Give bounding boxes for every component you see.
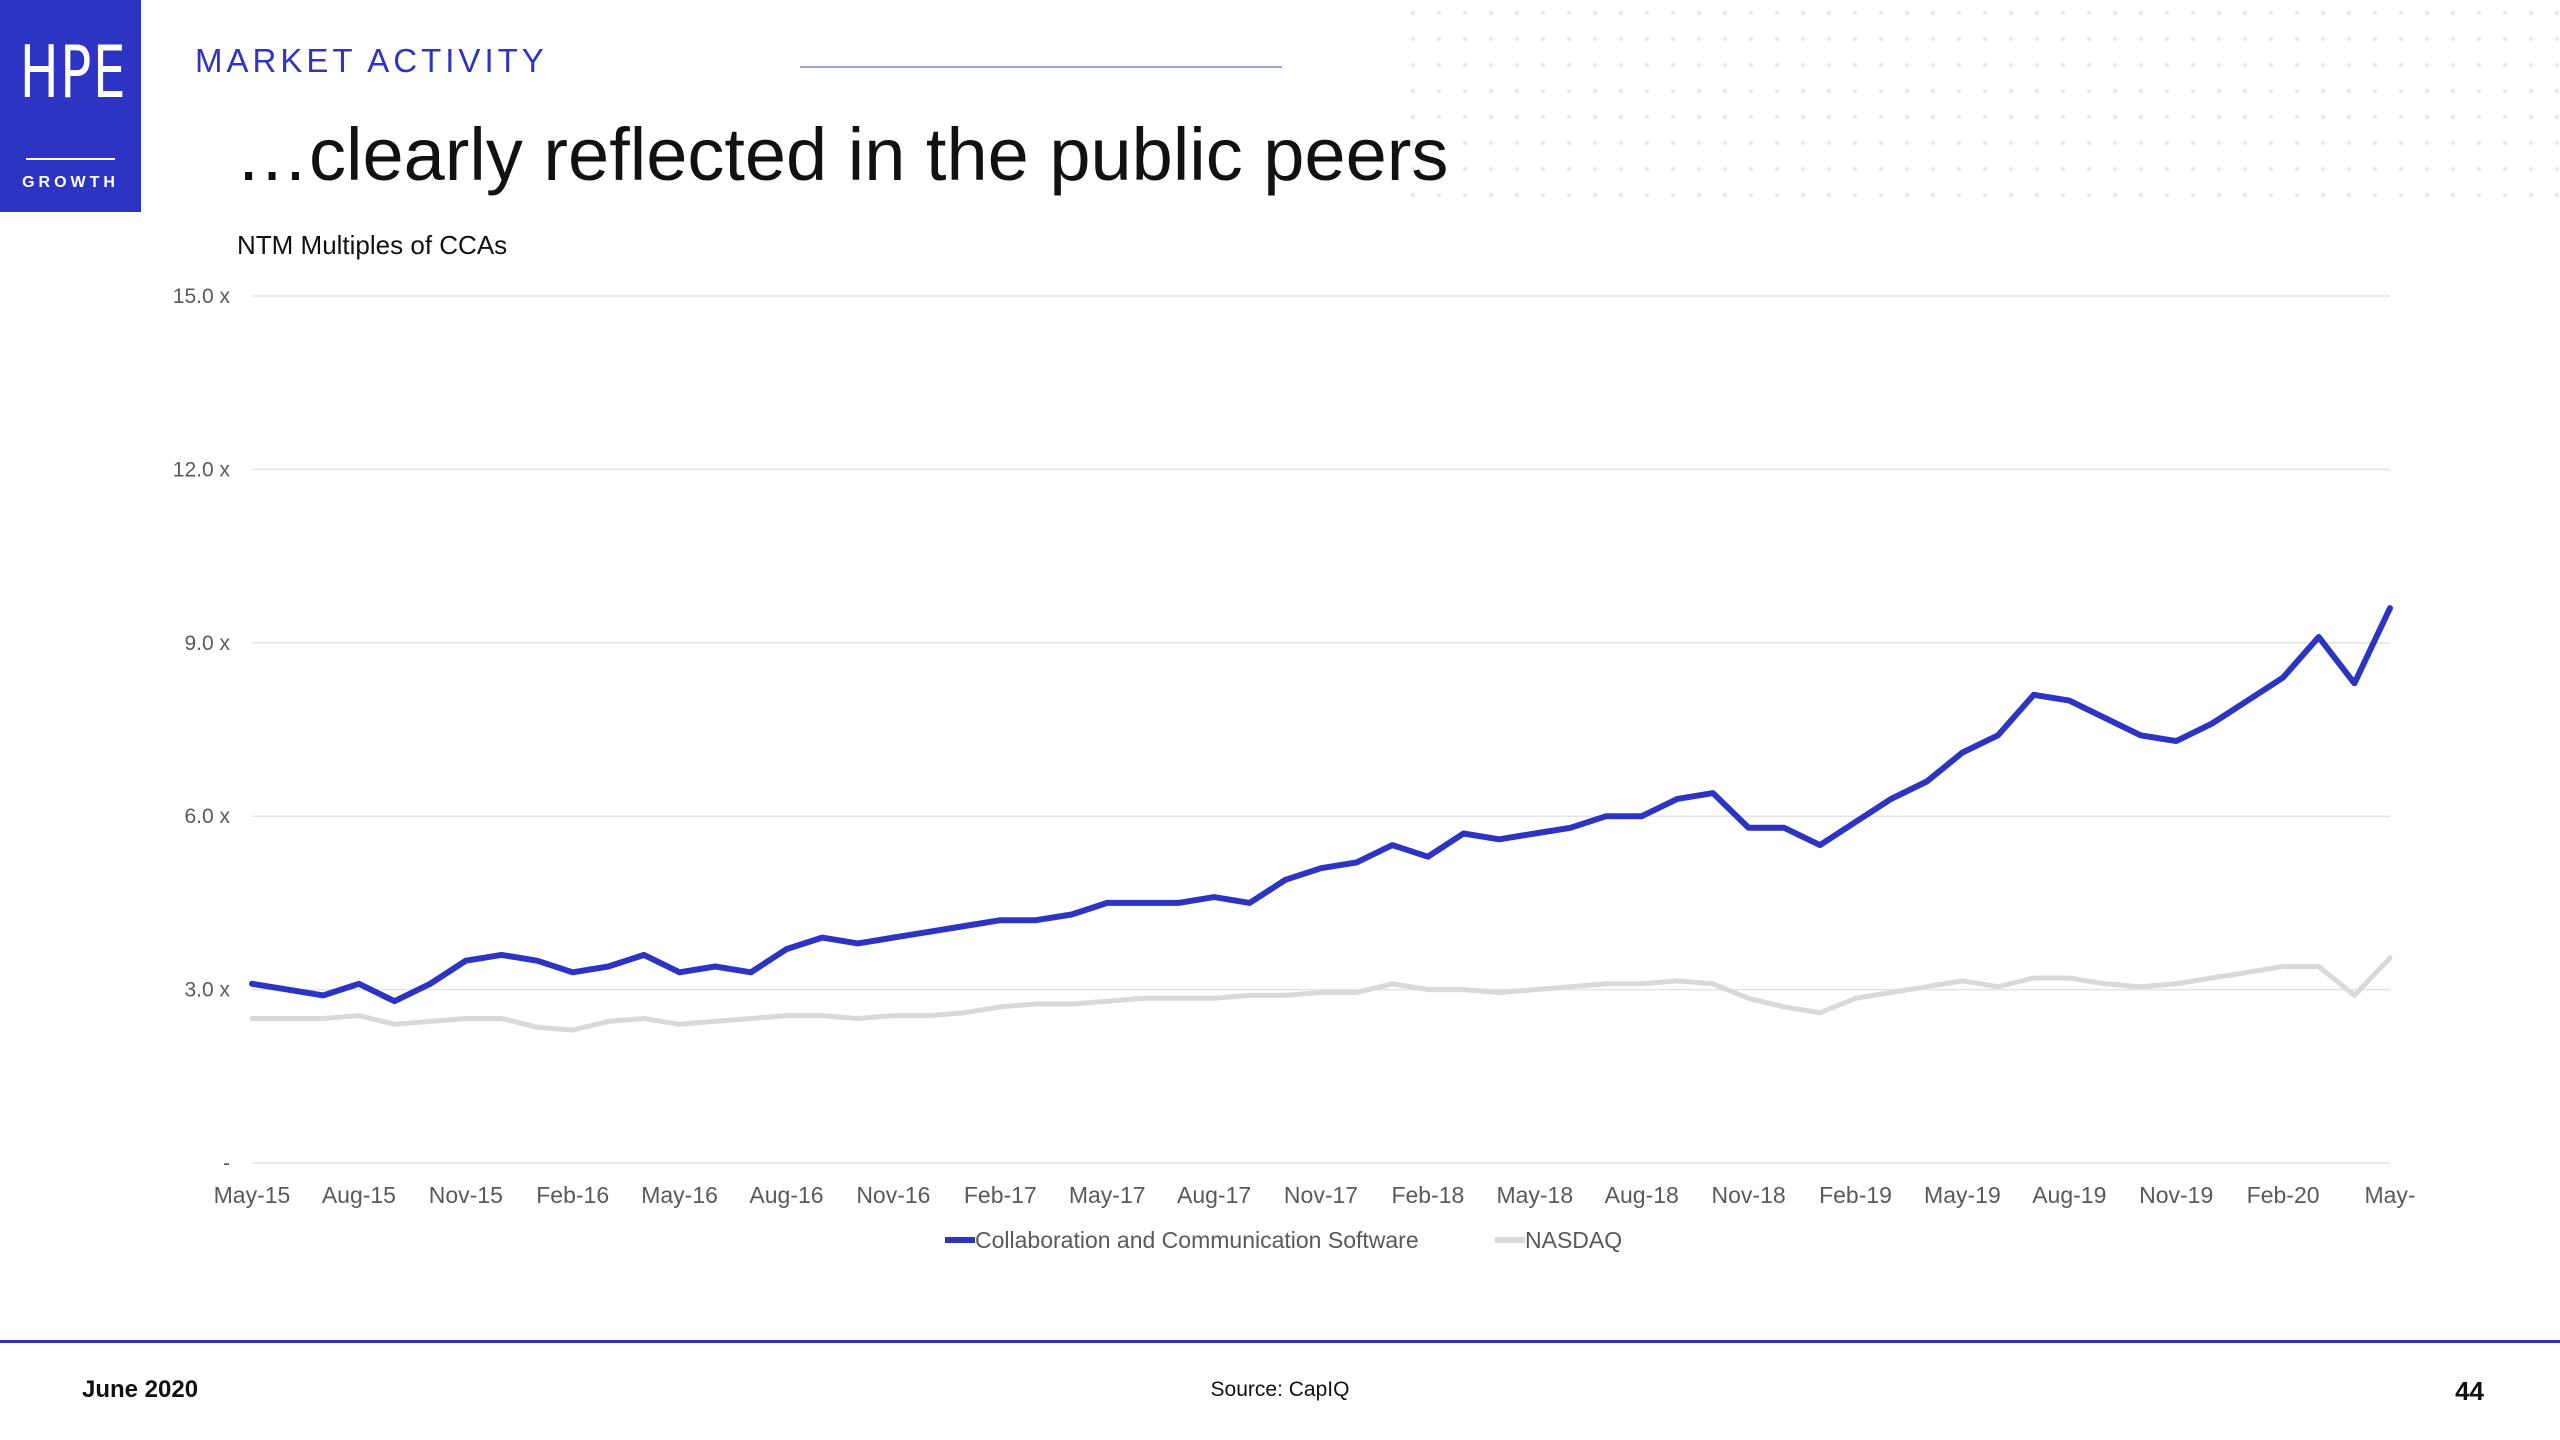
logo-divider <box>26 158 115 160</box>
footer-divider <box>0 1340 2560 1343</box>
y-tick-label: 6.0 x <box>184 805 230 828</box>
decorative-dot-pattern <box>1400 0 2560 210</box>
x-tick-label: May-15 <box>214 1182 291 1208</box>
logo-mark: HPE <box>19 30 128 114</box>
y-tick-label: 9.0 x <box>184 632 230 655</box>
legend-label-nasdaq: NASDAQ <box>1525 1227 1622 1253</box>
footer-source: Source: CapIQ <box>1210 1378 1350 1401</box>
x-tick-label: Aug-17 <box>1177 1182 1251 1208</box>
series-line-nasdaq <box>249 955 2393 1033</box>
x-tick-label: Aug-16 <box>749 1182 823 1208</box>
ntm-multiples-line-chart: NTM Multiples of CCAs - 3.0 x 6.0 x 9.0 x 12.… <box>0 220 2560 1280</box>
chart-title: NTM Multiples of CCAs <box>237 230 507 260</box>
x-tick-label: Feb-20 <box>2247 1182 2320 1208</box>
x-tick-label: Nov-16 <box>856 1182 930 1208</box>
x-tick-label: Aug-18 <box>1605 1182 1679 1208</box>
x-tick-label: Feb-18 <box>1391 1182 1464 1208</box>
y-tick-label: 15.0 x <box>173 285 231 308</box>
x-tick-label: Nov-19 <box>2139 1182 2213 1208</box>
x-tick-label: Nov-17 <box>1284 1182 1358 1208</box>
x-tick-label: May-18 <box>1496 1182 1573 1208</box>
chart-canvas: NTM Multiples of CCAs - 3.0 x 6.0 x 9.0 x 12.… <box>173 230 2416 1253</box>
footer-date: June 2020 <box>82 1376 199 1403</box>
section-kicker: MARKET ACTIVITY <box>195 42 548 79</box>
x-tick-label: Nov-18 <box>1712 1182 1786 1208</box>
x-tick-label: Feb-16 <box>536 1182 609 1208</box>
x-tick-label: May-17 <box>1069 1182 1146 1208</box>
logo-subtext: GROWTH <box>22 174 119 191</box>
x-tick-label: Aug-15 <box>322 1182 396 1208</box>
page-number: 44 <box>2455 1376 2484 1406</box>
x-tick-label: Feb-17 <box>964 1182 1037 1208</box>
series-line-collaboration <box>249 605 2393 1005</box>
y-tick-label: 3.0 x <box>184 979 230 1002</box>
y-tick-label: 12.0 x <box>173 458 231 481</box>
x-tick-label: May- <box>2364 1182 2415 1208</box>
page-title: …clearly reflected in the public peers <box>235 113 1449 196</box>
x-tick-label: Aug-19 <box>2032 1182 2106 1208</box>
x-tick-label: May-19 <box>1924 1182 2001 1208</box>
x-tick-label: May-16 <box>641 1182 718 1208</box>
legend-label-collaboration: Collaboration and Communication Software <box>975 1227 1419 1253</box>
hpe-growth-logo: HPE GROWTH <box>0 0 141 212</box>
x-tick-label: Feb-19 <box>1819 1182 1892 1208</box>
y-tick-label: - <box>223 1152 230 1175</box>
x-tick-label: Nov-15 <box>429 1182 503 1208</box>
kicker-divider <box>800 66 1282 68</box>
